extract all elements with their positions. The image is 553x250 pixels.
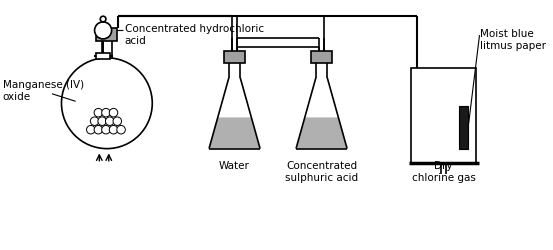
FancyBboxPatch shape — [96, 54, 109, 60]
Circle shape — [102, 109, 110, 118]
Text: Concentrated hydrochloric
acid: Concentrated hydrochloric acid — [125, 24, 264, 46]
Circle shape — [102, 126, 110, 134]
Circle shape — [94, 109, 103, 118]
Text: Water: Water — [219, 160, 250, 170]
Circle shape — [94, 126, 103, 134]
Polygon shape — [296, 118, 347, 149]
Circle shape — [61, 58, 152, 149]
Circle shape — [95, 23, 112, 40]
Circle shape — [98, 118, 106, 126]
FancyBboxPatch shape — [96, 28, 117, 42]
Text: Manganese (IV)
oxide: Manganese (IV) oxide — [3, 80, 84, 102]
Circle shape — [100, 17, 106, 23]
Circle shape — [109, 109, 118, 118]
Circle shape — [109, 126, 118, 134]
Text: Dry
chlorine gas: Dry chlorine gas — [411, 160, 476, 183]
Polygon shape — [209, 118, 260, 149]
FancyBboxPatch shape — [411, 69, 476, 163]
Circle shape — [113, 118, 122, 126]
FancyBboxPatch shape — [459, 107, 468, 149]
FancyBboxPatch shape — [224, 52, 245, 63]
Text: Concentrated
sulphuric acid: Concentrated sulphuric acid — [285, 160, 358, 183]
FancyBboxPatch shape — [311, 52, 332, 63]
Circle shape — [106, 118, 114, 126]
Circle shape — [90, 118, 99, 126]
Text: Moist blue
litmus paper: Moist blue litmus paper — [481, 28, 546, 51]
Circle shape — [86, 126, 95, 134]
Circle shape — [117, 126, 126, 134]
